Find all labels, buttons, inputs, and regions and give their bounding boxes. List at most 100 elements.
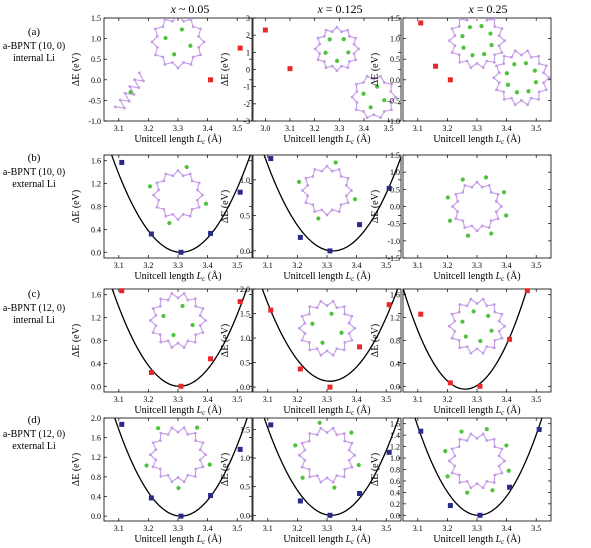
panel-d1: 3.1 3.2 3.3 3.4 3.5 0.0 0.4 0.8 1.2 1.6 2.0 Unitcel… <box>71 414 253 546</box>
column-header-2: x = 0.125 <box>255 2 425 17</box>
x-tick-label: 3.1 <box>263 261 273 270</box>
atom-p <box>489 190 493 194</box>
atom-p <box>469 351 473 355</box>
y-tick-label: 1.6 <box>91 434 101 443</box>
data-point <box>327 384 333 390</box>
atom-p <box>547 76 551 80</box>
atom-p <box>198 458 202 462</box>
x-tick-label: 3.2 <box>442 124 452 133</box>
y-tick-label: 0.4 <box>91 492 101 501</box>
x-axis-label: Unitcell length Lc (Å) <box>134 270 221 283</box>
atom-p <box>195 198 199 202</box>
x-tick-label: 3.3 <box>334 124 344 133</box>
molecule-illustration <box>293 420 361 490</box>
atom-p <box>354 36 358 40</box>
atom-p <box>123 106 126 110</box>
atom-p <box>161 55 165 59</box>
atom-li <box>332 485 337 490</box>
atom-p <box>151 441 155 445</box>
molecule-illustration <box>443 427 511 495</box>
atom-p <box>487 226 491 230</box>
atom-li <box>167 220 172 226</box>
atom-p <box>347 321 351 325</box>
atom-p <box>152 193 155 197</box>
y-tick-label: 1.4 <box>390 431 400 440</box>
data-point <box>148 231 154 237</box>
row-label-a-line1: a-BPNT (10, 0) <box>2 41 66 52</box>
atom-p <box>318 42 322 46</box>
atom-p <box>320 169 324 173</box>
y-axis-label: ΔE (eV) <box>220 190 231 223</box>
y-tick-label: 1.2 <box>390 443 400 452</box>
plot-area <box>263 418 400 516</box>
molecule-illustration <box>492 49 551 107</box>
atom-p <box>450 447 454 451</box>
plot-area <box>313 25 397 120</box>
atom-p <box>450 312 454 316</box>
atom-p <box>319 480 323 484</box>
atom-p <box>389 101 393 104</box>
atom-p <box>354 58 358 62</box>
atom-p <box>188 172 192 176</box>
atom-p <box>513 49 517 53</box>
atom-p <box>454 217 458 221</box>
atom-p <box>197 46 201 49</box>
atom-li <box>526 89 531 94</box>
atom-p <box>346 201 350 205</box>
y-tick-label: 0.6 <box>390 477 400 486</box>
y-axis-label: ΔE (eV) <box>370 453 381 486</box>
atom-p <box>199 53 202 57</box>
atom-p <box>352 52 356 55</box>
column-header-2-var: x <box>317 2 323 16</box>
atom-p <box>158 304 162 308</box>
atom-li <box>356 462 361 468</box>
atom-p <box>191 25 195 29</box>
data-point <box>262 27 268 33</box>
molecule-illustration <box>148 292 208 349</box>
panel-c2: 3.1 3.2 3.3 3.4 3.5 0.0 0.5 1.0 1.5 2.0 Unitcell l… <box>220 285 402 417</box>
ring-bonds <box>152 169 204 221</box>
atom-p <box>189 18 193 21</box>
y-tick-label: 1.5 <box>390 14 400 23</box>
data-point <box>418 428 424 434</box>
atom-p <box>382 81 386 84</box>
atom-li <box>339 330 344 335</box>
atom-p <box>342 348 346 352</box>
y-tick-label: 0.0 <box>390 382 400 391</box>
atom-p <box>330 208 334 212</box>
y-tick-label: 1.6 <box>91 291 101 300</box>
atom-p <box>148 319 152 322</box>
x-tick-label: 3.5 <box>531 261 541 270</box>
x-tick-label: 3.2 <box>442 524 452 533</box>
atom-p <box>493 445 497 449</box>
atom-li <box>514 90 520 95</box>
data-point <box>357 222 363 228</box>
atom-p <box>450 336 454 340</box>
atom-p <box>475 180 479 184</box>
column-header-3-var: x <box>468 2 474 16</box>
atom-p <box>365 116 369 120</box>
atom-p <box>176 66 180 70</box>
atom-p <box>344 183 348 187</box>
atom-p <box>350 338 354 342</box>
atom-p <box>155 181 159 185</box>
atom-p <box>195 188 199 192</box>
atom-p <box>492 18 496 21</box>
atom-p <box>485 304 489 308</box>
y-tick-label: 0.8 <box>91 473 101 482</box>
atom-p <box>458 18 462 21</box>
y-tick-label: 1.6 <box>91 157 101 166</box>
data-point <box>297 366 303 372</box>
atom-p <box>319 299 323 303</box>
row-label-d: (d) a-BPNT (12, 0) external Li <box>0 414 68 453</box>
atom-p <box>492 60 496 64</box>
atom-p <box>154 324 158 327</box>
y-tick-label: 1.5 <box>91 14 101 23</box>
y-tick-label: -3 <box>243 117 250 126</box>
y-axis-label: ΔE (eV) <box>71 453 82 486</box>
y-tick-label: 0.4 <box>91 359 101 368</box>
atom-p <box>493 25 497 28</box>
data-point <box>297 498 303 504</box>
x-tick-label: 3.1 <box>413 124 423 133</box>
row-label-d-line1: a-BPNT (12, 0) <box>2 429 66 440</box>
